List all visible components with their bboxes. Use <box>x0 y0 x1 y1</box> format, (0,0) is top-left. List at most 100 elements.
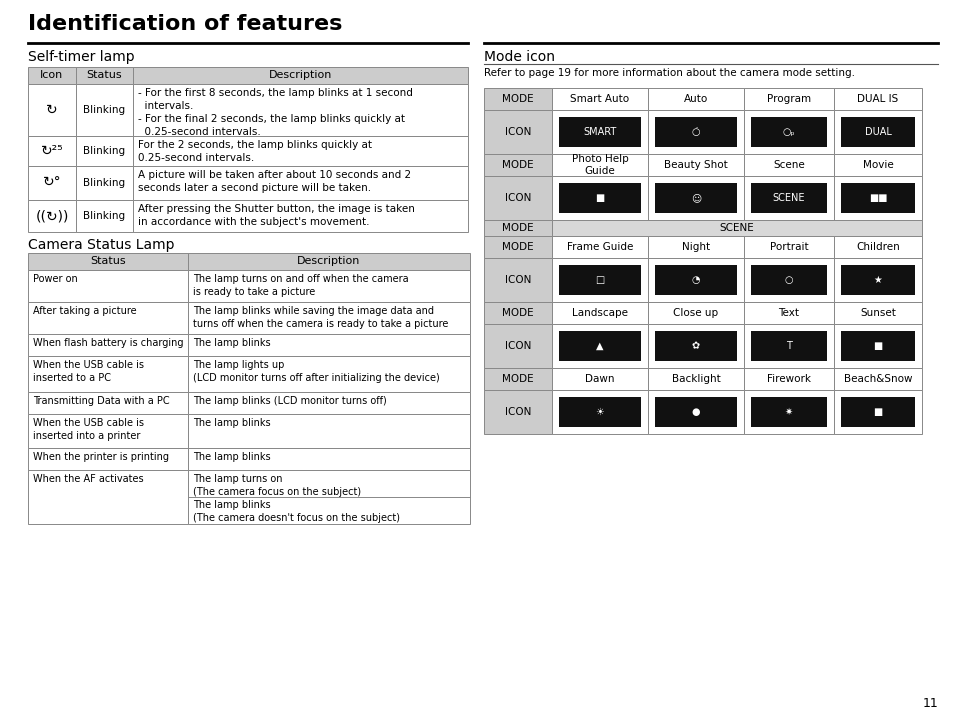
Bar <box>743 88 833 110</box>
Text: Text: Text <box>778 308 799 318</box>
Bar <box>552 110 647 154</box>
Text: ●: ● <box>691 407 700 417</box>
Text: The lamp blinks: The lamp blinks <box>193 338 271 348</box>
Bar <box>28 270 188 302</box>
Text: ☺: ☺ <box>690 193 700 203</box>
Text: Status: Status <box>91 256 126 266</box>
Bar <box>743 368 833 390</box>
Bar <box>132 67 468 84</box>
Text: After taking a picture: After taking a picture <box>33 306 136 316</box>
Bar <box>647 324 743 368</box>
Text: ICON: ICON <box>504 193 531 203</box>
Bar <box>743 324 833 368</box>
Text: ✷: ✷ <box>784 407 792 417</box>
Text: DUAL: DUAL <box>863 127 890 137</box>
Bar <box>132 200 468 232</box>
Bar <box>750 117 826 147</box>
Bar <box>833 236 921 258</box>
Bar <box>552 176 647 220</box>
Text: Children: Children <box>855 242 899 252</box>
Bar <box>552 302 647 324</box>
Text: Auto: Auto <box>683 94 707 104</box>
Bar <box>552 368 647 390</box>
Bar <box>483 88 552 110</box>
Bar <box>483 110 552 154</box>
Bar <box>750 183 826 213</box>
Text: ■: ■ <box>595 193 604 203</box>
Text: T: T <box>785 341 791 351</box>
Bar <box>483 302 552 324</box>
Bar <box>28 200 76 232</box>
Bar <box>647 258 743 302</box>
Bar <box>841 397 914 427</box>
Bar <box>750 331 826 361</box>
Bar <box>28 84 76 136</box>
Bar <box>743 236 833 258</box>
Text: ICON: ICON <box>504 127 531 137</box>
Bar <box>743 154 833 176</box>
Text: Blinking: Blinking <box>83 146 126 156</box>
Bar <box>28 414 188 448</box>
Bar <box>28 392 188 414</box>
Text: SCENE: SCENE <box>772 193 804 203</box>
Text: Landscape: Landscape <box>572 308 627 318</box>
Bar <box>833 258 921 302</box>
Text: SCENE: SCENE <box>719 223 754 233</box>
Text: Icon: Icon <box>40 71 64 81</box>
Text: ■: ■ <box>872 407 882 417</box>
Text: The lamp turns on
(The camera focus on the subject): The lamp turns on (The camera focus on t… <box>193 474 361 497</box>
Text: Beauty Shot: Beauty Shot <box>663 160 727 170</box>
Bar <box>483 390 552 434</box>
Bar <box>132 136 468 166</box>
Bar <box>655 331 737 361</box>
Bar <box>28 166 76 200</box>
Text: Portrait: Portrait <box>769 242 807 252</box>
Text: Blinking: Blinking <box>83 105 126 115</box>
Bar <box>833 88 921 110</box>
Bar <box>743 258 833 302</box>
Text: After pressing the Shutter button, the image is taken
in accordance with the sub: After pressing the Shutter button, the i… <box>138 204 415 227</box>
Text: Movie: Movie <box>862 160 892 170</box>
Bar <box>647 390 743 434</box>
Text: Description: Description <box>297 256 360 266</box>
Bar <box>647 368 743 390</box>
Bar <box>483 258 552 302</box>
Bar <box>833 176 921 220</box>
Text: ■■: ■■ <box>868 193 886 203</box>
Bar <box>743 176 833 220</box>
Text: Status: Status <box>87 71 122 81</box>
Text: Sunset: Sunset <box>860 308 895 318</box>
Bar <box>552 324 647 368</box>
Bar <box>188 334 470 356</box>
Text: When the USB cable is
inserted into a printer: When the USB cable is inserted into a pr… <box>33 418 144 441</box>
Bar <box>28 448 188 470</box>
Text: ○̇: ○̇ <box>691 127 700 137</box>
Bar <box>743 390 833 434</box>
Text: ((↻)): ((↻)) <box>35 209 69 223</box>
Bar <box>188 356 470 392</box>
Text: Close up: Close up <box>673 308 718 318</box>
Bar <box>552 220 921 236</box>
Bar <box>76 166 132 200</box>
Bar <box>76 67 132 84</box>
Text: MODE: MODE <box>501 160 534 170</box>
Bar <box>655 397 737 427</box>
Bar <box>558 397 640 427</box>
Bar <box>833 390 921 434</box>
Text: ICON: ICON <box>504 275 531 285</box>
Bar <box>647 154 743 176</box>
Text: Photo Help
Guide: Photo Help Guide <box>571 154 628 176</box>
Text: ◔: ◔ <box>691 275 700 285</box>
Bar <box>647 110 743 154</box>
Bar <box>833 154 921 176</box>
Text: The lamp blinks while saving the image data and
turns off when the camera is rea: The lamp blinks while saving the image d… <box>193 306 448 329</box>
Bar <box>743 302 833 324</box>
Text: ✿: ✿ <box>691 341 700 351</box>
Text: Power on: Power on <box>33 274 77 284</box>
Text: MODE: MODE <box>501 94 534 104</box>
Text: The lamp blinks: The lamp blinks <box>193 452 271 462</box>
Bar <box>28 67 76 84</box>
Text: ○: ○ <box>784 275 792 285</box>
Text: MODE: MODE <box>501 242 534 252</box>
Text: ↻°: ↻° <box>43 176 61 190</box>
